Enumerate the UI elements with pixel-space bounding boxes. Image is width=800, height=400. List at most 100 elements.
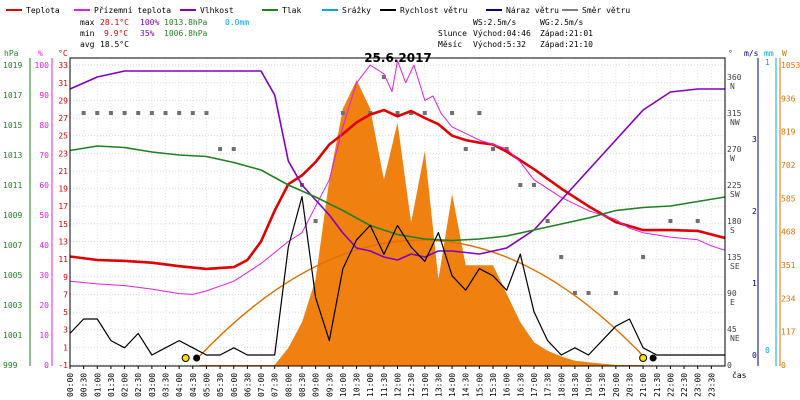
pct-tick-label: 80 xyxy=(39,121,49,130)
temp-tick-label: 13 xyxy=(58,238,68,247)
x-tick-label: 17:00 xyxy=(530,373,539,397)
x-tick-label: 05:00 xyxy=(202,373,211,397)
wind-direction-point xyxy=(395,111,400,115)
deg-axis-unit: ° xyxy=(728,49,733,58)
wind-direction-point xyxy=(572,291,577,295)
hpa-tick-label: 999 xyxy=(3,361,18,370)
stat-max-humidity: 100% xyxy=(140,18,159,27)
info-moon-label: Měsíc xyxy=(438,40,462,49)
deg-tick-label: 0 xyxy=(727,361,732,370)
solar-tick-label: 819 xyxy=(781,128,796,137)
info-ws: WS:2.5m/s xyxy=(473,18,517,27)
legend-label: Rychlost větru xyxy=(400,6,468,15)
legend-label: Tlak xyxy=(282,6,301,15)
wind-direction-point xyxy=(545,219,550,223)
solar-tick-label: 234 xyxy=(781,294,796,303)
temp-tick-label: 31 xyxy=(58,79,68,88)
solar-radiation-area xyxy=(199,80,644,366)
x-tick-label: 22:30 xyxy=(680,373,689,397)
stats-block: max 28.1°C 100% 1013.8hPa 0.0mm min 9.9°… xyxy=(80,18,249,49)
wind-direction-point xyxy=(613,291,618,295)
deg-tick-label: 315 xyxy=(727,109,742,118)
x-tick-label: 14:00 xyxy=(448,373,457,397)
series-line-rychlost-v-tru xyxy=(69,196,725,356)
x-axis-label: čas xyxy=(732,370,747,380)
legend-label: Vlhkost xyxy=(200,6,234,15)
wind-tick-label: 2 xyxy=(752,207,757,216)
x-tick-label: 19:30 xyxy=(598,373,607,397)
wind-direction-point xyxy=(204,111,209,115)
chart-title: 25.6.2017 xyxy=(364,51,432,65)
wind-direction-point xyxy=(231,147,236,151)
wind-direction-point xyxy=(450,111,455,115)
wind-direction-point xyxy=(218,147,223,151)
x-tick-label: 00:30 xyxy=(80,373,89,397)
x-tick-label: 07:30 xyxy=(271,373,280,397)
wind-direction-point xyxy=(136,111,141,115)
series-line-tlak xyxy=(69,145,726,242)
stat-max-pressure: 1013.8hPa xyxy=(164,18,208,27)
x-tick-label: 10:00 xyxy=(339,373,348,397)
sunrise-marker xyxy=(181,354,190,362)
x-tick-label: 02:00 xyxy=(121,373,130,397)
sunset-marker xyxy=(639,354,648,362)
x-tick-label: 18:30 xyxy=(571,373,580,397)
info-moon-rise: Východ:5:32 xyxy=(473,40,526,49)
deg-dir-label: N xyxy=(730,82,735,91)
pct-tick-label: 90 xyxy=(39,91,49,100)
wind-direction-point xyxy=(340,111,345,115)
series-line-vlhkost xyxy=(69,70,725,261)
x-tick-label: 15:00 xyxy=(475,373,484,397)
rain-tick-label: 1 xyxy=(765,58,770,67)
x-tick-label: 08:00 xyxy=(284,373,293,397)
legend: Teplota Přízemní teplota Vlhkost Tlak Srážky… xyxy=(6,6,630,15)
hpa-tick-label: 1001 xyxy=(3,331,22,340)
legend-label: Přízemní teplota xyxy=(94,6,171,15)
x-tick-label: 06:00 xyxy=(230,373,239,397)
solar-tick-label: 702 xyxy=(781,161,796,170)
legend-label: Náraz větru xyxy=(506,6,559,15)
deg-dir-label: S xyxy=(730,226,735,235)
pct-tick-label: 70 xyxy=(39,151,49,160)
solar-tick-label: 117 xyxy=(781,328,796,337)
x-tick-label: 10:30 xyxy=(353,373,362,397)
x-tick-label: 04:30 xyxy=(189,373,198,397)
wind-axis-unit: m/s xyxy=(744,49,759,58)
pct-tick-label: 60 xyxy=(39,181,49,190)
wind-direction-point xyxy=(491,147,496,151)
temp-tick-label: 7 xyxy=(63,290,68,299)
series-line-p-zemn-teplota xyxy=(69,60,726,295)
hpa-tick-label: 1017 xyxy=(3,91,22,100)
wind-direction-point xyxy=(409,111,414,115)
x-tick-label: 04:00 xyxy=(175,373,184,397)
wind-direction-point xyxy=(190,111,195,115)
x-tick-label: 02:30 xyxy=(134,373,143,397)
temp-tick-label: 25 xyxy=(58,132,68,141)
x-tick-label: 08:30 xyxy=(298,373,307,397)
stat-min-temp: 9.9°C xyxy=(104,29,128,38)
hpa-tick-label: 1013 xyxy=(3,151,22,160)
rain-tick-label: 0 xyxy=(765,346,770,355)
x-tick-label: 21:30 xyxy=(653,373,662,397)
x-tick-label: 23:00 xyxy=(694,373,703,397)
x-tick-label: 23:30 xyxy=(707,373,716,397)
hpa-tick-label: 1007 xyxy=(3,241,22,250)
temp-tick-label: 29 xyxy=(58,96,68,105)
legend-label: Srážky xyxy=(342,6,371,15)
axes: 00:00 00:30 01:00 01:30 02:00 02:30 03:00 03:30… xyxy=(3,49,800,397)
deg-dir-label: SW xyxy=(730,190,740,199)
series-line-teplota xyxy=(69,108,726,271)
stat-min-humidity: 35% xyxy=(140,29,155,38)
x-tick-label: 05:30 xyxy=(216,373,225,397)
legend-label: Směr větru xyxy=(582,6,630,15)
temp-tick-label: 33 xyxy=(58,61,68,70)
deg-tick-label: 135 xyxy=(727,253,742,262)
deg-dir-label: E xyxy=(730,298,735,307)
hpa-tick-label: 1015 xyxy=(3,121,22,130)
temp-tick-label: 17 xyxy=(58,202,68,211)
x-tick-label: 09:30 xyxy=(325,373,334,397)
pct-tick-label: 40 xyxy=(39,241,49,250)
pct-axis-unit: % xyxy=(38,49,43,58)
deg-tick-label: 45 xyxy=(727,325,737,334)
